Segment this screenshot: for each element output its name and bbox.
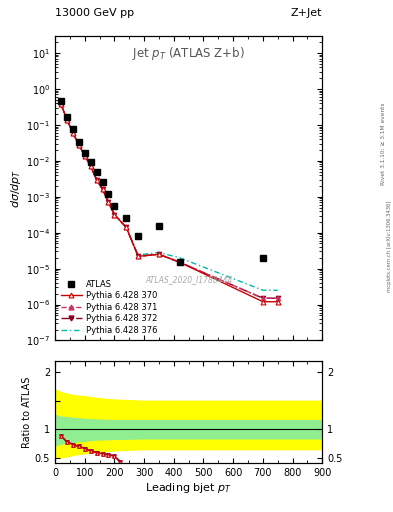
Legend: ATLAS, Pythia 6.428 370, Pythia 6.428 371, Pythia 6.428 372, Pythia 6.428 376: ATLAS, Pythia 6.428 370, Pythia 6.428 37…: [59, 278, 159, 336]
Y-axis label: $d\sigma/dp_{T}$: $d\sigma/dp_{T}$: [9, 168, 23, 208]
ATLAS: [76, 139, 81, 145]
Text: Z+Jet: Z+Jet: [291, 8, 322, 18]
Text: mcplots.cern.ch [arXiv:1306.3436]: mcplots.cern.ch [arXiv:1306.3436]: [387, 200, 391, 291]
ATLAS: [106, 191, 111, 197]
ATLAS: [64, 114, 69, 120]
ATLAS: [124, 216, 129, 222]
ATLAS: [177, 259, 182, 265]
Text: Jet $p_{T}$ (ATLAS Z+b): Jet $p_{T}$ (ATLAS Z+b): [132, 45, 245, 62]
ATLAS: [83, 151, 87, 157]
ATLAS: [136, 233, 141, 239]
X-axis label: Leading bjet $p_{T}$: Leading bjet $p_{T}$: [145, 481, 232, 495]
ATLAS: [88, 159, 93, 165]
ATLAS: [112, 203, 117, 209]
Text: 13000 GeV pp: 13000 GeV pp: [55, 8, 134, 18]
Y-axis label: Ratio to ATLAS: Ratio to ATLAS: [22, 376, 32, 448]
Line: ATLAS: ATLAS: [58, 99, 266, 265]
ATLAS: [94, 168, 99, 175]
ATLAS: [70, 126, 75, 133]
ATLAS: [100, 179, 105, 185]
Text: ATLAS_2020_I1788444: ATLAS_2020_I1788444: [145, 275, 232, 284]
ATLAS: [156, 223, 161, 229]
Text: Rivet 3.1.10; ≥ 3.1M events: Rivet 3.1.10; ≥ 3.1M events: [381, 102, 386, 185]
ATLAS: [59, 98, 63, 104]
ATLAS: [261, 254, 265, 261]
